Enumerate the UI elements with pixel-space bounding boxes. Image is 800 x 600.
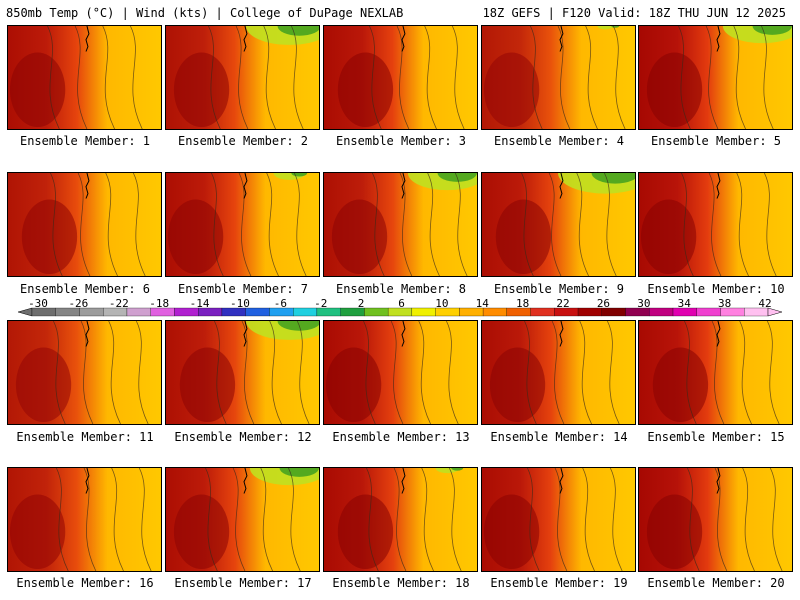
- colorbar-tick-label: -2: [314, 297, 328, 310]
- colorbar-tick-label: 2: [357, 297, 365, 310]
- temperature-map: [482, 468, 635, 571]
- valid-time: 18Z GEFS | F120 Valid: 18Z THU JUN 12 20…: [482, 6, 786, 20]
- map-title: 850mb Temp (°C) | Wind (kts) | College o…: [6, 6, 404, 20]
- ensemble-member-label: Ensemble Member: 3: [335, 134, 467, 148]
- colorbar-tick-label: 34: [677, 297, 691, 310]
- temperature-map: [8, 468, 161, 571]
- ensemble-panel: [165, 25, 320, 130]
- ensemble-panel: [323, 320, 478, 425]
- ensemble-member-label: Ensemble Member: 9: [493, 282, 625, 296]
- colorbar-segment: [411, 307, 436, 317]
- temperature-map: [639, 173, 792, 276]
- ensemble-panel: [7, 172, 162, 277]
- temperature-map: [324, 321, 477, 424]
- ensemble-member-label: Ensemble Member: 13: [332, 430, 470, 444]
- ensemble-member-label: Ensemble Member: 12: [174, 430, 312, 444]
- temperature-map: [324, 468, 477, 571]
- colorbar-tick-label: 6: [398, 297, 405, 310]
- colorbar-tick-label: 22: [556, 297, 570, 310]
- ensemble-panel: [165, 467, 320, 572]
- temperature-map: [324, 26, 477, 129]
- ensemble-member-label: Ensemble Member: 5: [650, 134, 782, 148]
- colorbar-tick-label: 10: [435, 297, 449, 310]
- ensemble-member-label: Ensemble Member: 17: [174, 576, 312, 590]
- ensemble-member-label: Ensemble Member: 11: [16, 430, 154, 444]
- colorbar-tick-label: -14: [189, 297, 210, 310]
- colorbar-tick-label: -6: [273, 297, 287, 310]
- colorbar-segment: [649, 307, 674, 317]
- temperature-map: [482, 26, 635, 129]
- colorbar-segment: [530, 307, 555, 317]
- ensemble-panel: [481, 172, 636, 277]
- colorbar-tick-label: 26: [596, 297, 611, 310]
- temperature-map: [8, 321, 161, 424]
- ensemble-panel: [638, 320, 793, 425]
- colorbar-tick-label: 18: [516, 297, 530, 310]
- temperature-map: [166, 26, 319, 129]
- temperature-map: [482, 173, 635, 276]
- colorbar-arrow-right: [767, 307, 783, 317]
- ensemble-member-label: Ensemble Member: 8: [335, 282, 467, 296]
- ensemble-panel: [7, 320, 162, 425]
- colorbar-tick-label: 30: [637, 297, 651, 310]
- colorbar-tick-label: 38: [717, 297, 732, 310]
- temperature-map: [639, 468, 792, 571]
- colorbar-tick-label: -18: [149, 297, 170, 310]
- ensemble-panel: [323, 172, 478, 277]
- ensemble-panel: [323, 467, 478, 572]
- colorbar-tick-label: 42: [758, 297, 772, 310]
- ensemble-panel: [7, 25, 162, 130]
- ensemble-member-label: Ensemble Member: 19: [490, 576, 628, 590]
- temperature-map: [482, 321, 635, 424]
- colorbar-segment: [364, 307, 389, 317]
- ensemble-member-label: Ensemble Member: 1: [19, 134, 151, 148]
- ensemble-member-label: Ensemble Member: 2: [177, 134, 309, 148]
- ensemble-member-label: Ensemble Member: 4: [493, 134, 625, 148]
- ensemble-member-label: Ensemble Member: 10: [647, 282, 785, 296]
- colorbar-tick-label: 14: [475, 297, 489, 310]
- colorbar-tick-label: -10: [230, 297, 250, 310]
- ensemble-panel: [481, 467, 636, 572]
- ensemble-panel: [481, 25, 636, 130]
- ensemble-member-label: Ensemble Member: 7: [177, 282, 309, 296]
- colorbar-segment: [696, 307, 721, 317]
- ensemble-panel: [638, 25, 793, 130]
- ensemble-panel: [165, 320, 320, 425]
- temperature-map: [166, 321, 319, 424]
- temperature-map: [166, 468, 319, 571]
- colorbar-tick-label: -22: [108, 297, 129, 310]
- ensemble-panel: [638, 172, 793, 277]
- colorbar-tick-label: -30: [28, 297, 48, 310]
- temperature-colorbar: [17, 307, 783, 317]
- temperature-map: [166, 173, 319, 276]
- temperature-map: [8, 26, 161, 129]
- temperature-map: [639, 321, 792, 424]
- ensemble-panel: [481, 320, 636, 425]
- ensemble-panel: [165, 172, 320, 277]
- ensemble-member-label: Ensemble Member: 20: [647, 576, 785, 590]
- temperature-map: [639, 26, 792, 129]
- ensemble-panel: [638, 467, 793, 572]
- colorbar-tick-label: -26: [68, 297, 89, 310]
- ensemble-member-label: Ensemble Member: 15: [647, 430, 785, 444]
- ensemble-panel: [323, 25, 478, 130]
- temperature-map: [8, 173, 161, 276]
- colorbar-segment: [126, 307, 151, 317]
- temperature-map: [324, 173, 477, 276]
- ensemble-member-label: Ensemble Member: 16: [16, 576, 154, 590]
- ensemble-member-label: Ensemble Member: 14: [490, 430, 628, 444]
- ensemble-panel: [7, 467, 162, 572]
- ensemble-member-label: Ensemble Member: 6: [19, 282, 151, 296]
- ensemble-member-label: Ensemble Member: 18: [332, 576, 470, 590]
